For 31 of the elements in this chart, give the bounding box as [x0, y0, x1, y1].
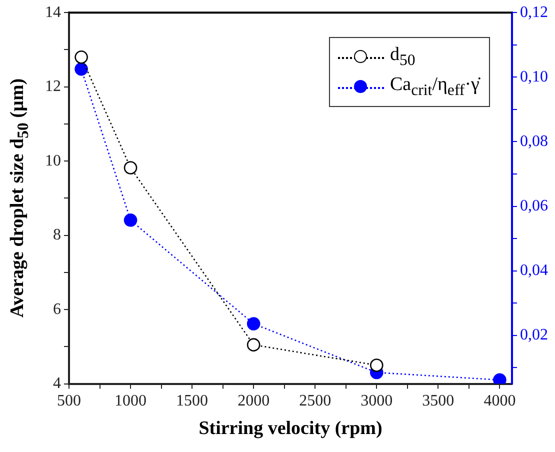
x-tick-label: 3500: [422, 392, 454, 410]
point: [124, 161, 138, 174]
x-tick-label: 2500: [299, 392, 332, 410]
y2-tick-label: 0,04: [520, 262, 548, 280]
x-tick-label: 4000: [484, 392, 516, 410]
y-tick-label: 12: [45, 78, 61, 96]
y-tick-label: 6: [53, 300, 61, 318]
point: [124, 214, 138, 227]
x-axis-title: Stirring velocity (rpm): [198, 418, 384, 440]
y2-tick-label: 0,10: [520, 68, 548, 86]
y2-tick-label: 0,08: [520, 132, 548, 150]
x-tick-label: 1000: [114, 392, 147, 410]
x-tick-label: 500: [57, 392, 81, 410]
y2-tick-label: 0,02: [520, 326, 548, 344]
y2-tick-label: 0,06: [520, 197, 548, 214]
y-tick-label: 10: [45, 152, 61, 170]
x-tick-label: 3000: [360, 392, 393, 410]
point: [74, 62, 88, 76]
y-tick-label: 8: [53, 226, 61, 244]
point: [370, 358, 384, 372]
x-tick-label: 1500: [176, 392, 208, 410]
y-tick-label: 14: [45, 4, 61, 21]
point: [246, 338, 260, 352]
x-tick-label: 2000: [238, 392, 270, 410]
point: [246, 317, 260, 330]
point: [74, 50, 88, 64]
legend-label: Ca$_{crit}$/η$_{eff}$·γ̇: [390, 74, 480, 100]
y-tick-label: 4: [53, 375, 61, 392]
point: [493, 373, 506, 384]
legend-label: d$_{50}$: [390, 44, 416, 70]
y2-tick-label: 0,12: [520, 4, 548, 21]
